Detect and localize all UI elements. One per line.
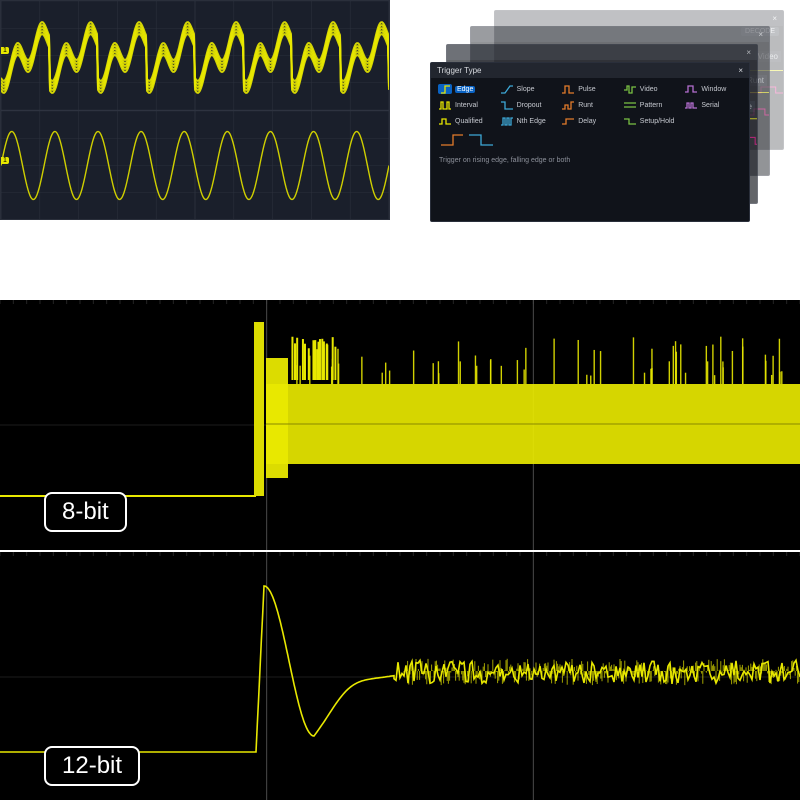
trigger-type-delay[interactable]: Delay bbox=[560, 114, 620, 128]
trigger-item-label: Nth Edge bbox=[517, 118, 546, 125]
channel-1-marker-lower: 1 bbox=[1, 157, 9, 164]
trigger-type-dialog: Trigger Type × Edge Slope Pulse Video Window… bbox=[430, 62, 750, 222]
trigger-item-label: Slope bbox=[517, 86, 535, 93]
trigger-item-label: Pattern bbox=[640, 102, 663, 109]
trigger-type-nth-edge[interactable]: Nth Edge bbox=[499, 114, 559, 128]
scope-upper-trace bbox=[1, 1, 389, 110]
trigger-item-label: Pulse bbox=[578, 86, 596, 93]
trigger-type-pulse[interactable]: Pulse bbox=[560, 82, 620, 96]
close-icon: × bbox=[772, 14, 777, 23]
trigger-interval-icon bbox=[438, 100, 452, 110]
trigger-delay-icon bbox=[561, 116, 575, 126]
trigger-item-label: Dropout bbox=[517, 102, 542, 109]
trigger-item-label: Qualified bbox=[455, 118, 483, 125]
trigger-menu-stack: × DECODE Video × Runt × Nth Edge Trigger… bbox=[430, 10, 790, 220]
close-icon[interactable]: × bbox=[738, 66, 743, 75]
dialog-header: Trigger Type × bbox=[431, 63, 749, 78]
trigger-item-label: Runt bbox=[578, 102, 593, 109]
trigger-type-interval[interactable]: Interval bbox=[437, 98, 497, 112]
badge-8-bit: 8-bit bbox=[44, 492, 127, 532]
edge-preview-icon bbox=[439, 132, 499, 148]
trigger-type-serial[interactable]: Serial bbox=[683, 98, 743, 112]
trigger-window-icon bbox=[684, 84, 698, 94]
comparison-8bit-pane: 8-bit bbox=[0, 300, 800, 550]
trigger-item-label: Setup/Hold bbox=[640, 118, 675, 125]
trigger-pattern-icon bbox=[623, 100, 637, 110]
trigger-item-label: Serial bbox=[701, 102, 719, 109]
trigger-pulse-icon bbox=[561, 84, 575, 94]
trigger-type-grid: Edge Slope Pulse Video Window Interval Dropout… bbox=[431, 78, 749, 132]
trigger-item-label: Edge bbox=[455, 86, 475, 93]
badge-12-bit: 12-bit bbox=[44, 746, 140, 786]
channel-1-marker: 1 bbox=[1, 47, 9, 54]
trigger-dropout-icon bbox=[500, 100, 514, 110]
trigger-type-slope[interactable]: Slope bbox=[499, 82, 559, 96]
trigger-serial-icon bbox=[684, 100, 698, 110]
trigger-runt-icon bbox=[561, 100, 575, 110]
trigger-type-edge[interactable]: Edge bbox=[437, 82, 497, 96]
trigger-type-video[interactable]: Video bbox=[622, 82, 682, 96]
trigger-nth-edge-icon bbox=[500, 116, 514, 126]
trigger-item-label: Delay bbox=[578, 118, 596, 125]
trigger-type-pattern[interactable]: Pattern bbox=[622, 98, 682, 112]
trigger-type-qualified[interactable]: Qualified bbox=[437, 114, 497, 128]
trigger-type-dropout[interactable]: Dropout bbox=[499, 98, 559, 112]
trigger-type-runt[interactable]: Runt bbox=[560, 98, 620, 112]
scope-panel-top-left: 1 1 bbox=[0, 0, 390, 220]
scope-lower-pane: 1 bbox=[1, 110, 389, 219]
trigger-setup-hold-icon bbox=[623, 116, 637, 126]
trigger-item-label: Window bbox=[701, 86, 726, 93]
close-icon: × bbox=[746, 48, 751, 57]
scope-lower-trace bbox=[1, 111, 389, 219]
trigger-type-window[interactable]: Window bbox=[683, 82, 743, 96]
comparison-12bit-pane: 12-bit bbox=[0, 550, 800, 800]
trigger-item-label: Interval bbox=[455, 102, 478, 109]
trigger-slope-icon bbox=[500, 84, 514, 94]
trigger-type-setup-hold[interactable]: Setup/Hold bbox=[622, 114, 682, 128]
bit-depth-comparison-panel: 8-bit 12-bit bbox=[0, 300, 800, 800]
trigger-video-icon bbox=[623, 84, 637, 94]
scope-upper-pane: 1 bbox=[1, 1, 389, 110]
close-icon: × bbox=[758, 30, 763, 39]
trigger-item-label: Video bbox=[640, 86, 658, 93]
trigger-edge-icon bbox=[438, 84, 452, 94]
trigger-qualified-icon bbox=[438, 116, 452, 126]
dialog-title: Trigger Type bbox=[437, 66, 481, 75]
dialog-footer-text: Trigger on rising edge, falling edge or … bbox=[431, 153, 749, 170]
